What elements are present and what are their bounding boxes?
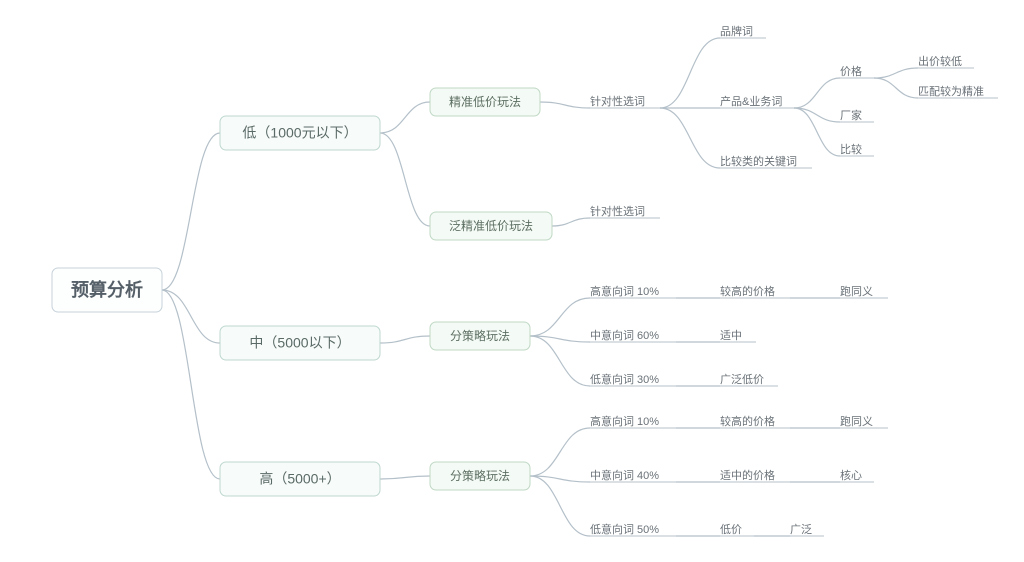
edge-high_a-h_hi	[530, 428, 590, 476]
leaf-label-h_mid_s: 核心	[840, 468, 862, 482]
leaf-label-m_mid_p: 适中	[720, 329, 742, 342]
node-label-high_a: 分策略玩法	[450, 468, 510, 483]
leaf-label-l_bidlo: 出价较低	[918, 54, 962, 68]
node-label-high: 高（5000+）	[259, 471, 340, 487]
node-m_hi_p: 较高的价格	[720, 284, 790, 298]
node-lb_sel: 针对性选词	[590, 204, 660, 218]
node-l_price: 价格	[840, 64, 874, 78]
edge-mid-mid_a	[380, 336, 430, 343]
leaf-label-l_price: 价格	[840, 64, 862, 78]
node-h_hi_p: 较高的价格	[720, 414, 790, 428]
edge-root-low	[162, 133, 220, 290]
leaf-label-m_hi: 高意向词 10%	[590, 284, 659, 298]
node-l_brand: 品牌词	[720, 24, 766, 38]
node-l_cmp: 比较	[840, 142, 874, 156]
leaf-label-l_prod: 产品&业务词	[720, 94, 782, 108]
node-m_lo_p: 广泛低价	[720, 373, 778, 386]
node-h_lo_p: 低价	[720, 523, 754, 536]
leaf-label-h_lo_s: 广泛	[790, 523, 812, 536]
node-h_lo: 低意向词 50%	[590, 522, 676, 536]
node-h_mid_s: 核心	[840, 468, 874, 482]
node-l_mfr: 厂家	[840, 108, 874, 122]
node-m_lo: 低意向词 30%	[590, 372, 676, 386]
node-mid_a: 分策略玩法	[430, 322, 530, 350]
leaf-label-l_comp: 比较类的关键词	[720, 154, 797, 168]
leaf-label-m_hi_s: 跑同义	[840, 284, 873, 298]
node-m_hi_s: 跑同义	[840, 284, 888, 298]
leaf-label-m_lo_p: 广泛低价	[720, 373, 764, 386]
edge-root-high	[162, 290, 220, 479]
node-low_b: 泛精准低价玩法	[430, 212, 552, 240]
edge-mid_a-m_lo	[530, 336, 590, 386]
node-h_lo_s: 广泛	[790, 523, 824, 536]
node-label-mid: 中（5000以下）	[249, 335, 350, 351]
node-label-root: 预算分析	[71, 279, 143, 300]
node-label-low_b: 泛精准低价玩法	[449, 219, 533, 233]
edge-low_b-lb_sel	[552, 218, 590, 226]
node-l_comp: 比较类的关键词	[720, 154, 812, 168]
node-label-mid_a: 分策略玩法	[450, 328, 510, 343]
node-l_bidlo: 出价较低	[918, 54, 974, 68]
edge-low_a-l_sel	[540, 102, 590, 108]
node-low: 低（1000元以下）	[220, 116, 380, 150]
node-h_mid: 中意向词 40%	[590, 468, 676, 482]
node-label-low_a: 精准低价玩法	[449, 95, 521, 109]
node-h_hi_s: 跑同义	[840, 414, 888, 428]
leaf-label-m_hi_p: 较高的价格	[720, 284, 775, 298]
edge-high-high_a	[380, 476, 430, 479]
leaf-label-m_mid: 中意向词 60%	[590, 328, 659, 342]
node-l_prod: 产品&业务词	[720, 94, 794, 108]
edge-root-mid	[162, 290, 220, 343]
leaf-label-h_lo: 低意向词 50%	[590, 522, 659, 536]
leaf-label-l_cmp: 比较	[840, 142, 862, 156]
leaf-label-m_lo: 低意向词 30%	[590, 372, 659, 386]
node-low_a: 精准低价玩法	[430, 88, 540, 116]
leaf-label-l_brand: 品牌词	[720, 24, 753, 38]
leaf-label-h_hi_p: 较高的价格	[720, 414, 775, 428]
leaf-label-l_match: 匹配较为精准	[918, 84, 984, 98]
leaf-label-h_mid_p: 适中的价格	[720, 468, 775, 482]
node-mid: 中（5000以下）	[220, 326, 380, 360]
node-label-low: 低（1000元以下）	[242, 125, 357, 141]
edge-l_price-l_match	[874, 78, 918, 98]
leaf-label-h_hi_s: 跑同义	[840, 414, 873, 428]
node-m_hi: 高意向词 10%	[590, 284, 676, 298]
node-l_match: 匹配较为精准	[918, 84, 998, 98]
node-h_mid_p: 适中的价格	[720, 468, 790, 482]
leaf-label-lb_sel: 针对性选词	[590, 204, 645, 218]
leaf-label-h_hi: 高意向词 10%	[590, 414, 659, 428]
leaf-label-h_lo_p: 低价	[720, 523, 742, 536]
node-l_sel: 针对性选词	[590, 94, 660, 108]
node-high: 高（5000+）	[220, 462, 380, 496]
edge-high_a-h_mid	[530, 476, 590, 482]
node-root: 预算分析	[52, 268, 162, 312]
edge-mid_a-m_hi	[530, 298, 590, 336]
edge-l_prod-l_price	[794, 78, 840, 108]
leaf-label-h_mid: 中意向词 40%	[590, 468, 659, 482]
leaf-label-l_mfr: 厂家	[840, 108, 862, 122]
node-m_mid_p: 适中	[720, 329, 756, 342]
node-h_hi: 高意向词 10%	[590, 414, 676, 428]
node-high_a: 分策略玩法	[430, 462, 530, 490]
leaf-label-l_sel: 针对性选词	[590, 94, 645, 108]
edge-low-low_a	[380, 102, 430, 133]
edge-high_a-h_lo	[530, 476, 590, 536]
edge-mid_a-m_mid	[530, 336, 590, 342]
edge-l_sel-l_brand	[660, 38, 720, 108]
edge-low-low_b	[380, 133, 430, 226]
edge-l_sel-l_comp	[660, 108, 720, 168]
node-m_mid: 中意向词 60%	[590, 328, 676, 342]
edge-l_price-l_bidlo	[874, 68, 918, 78]
mindmap-diagram: 预算分析 低（1000元以下） 中（5000以下） 高（5000+） 精准低价玩法泛精准…	[0, 0, 1024, 562]
